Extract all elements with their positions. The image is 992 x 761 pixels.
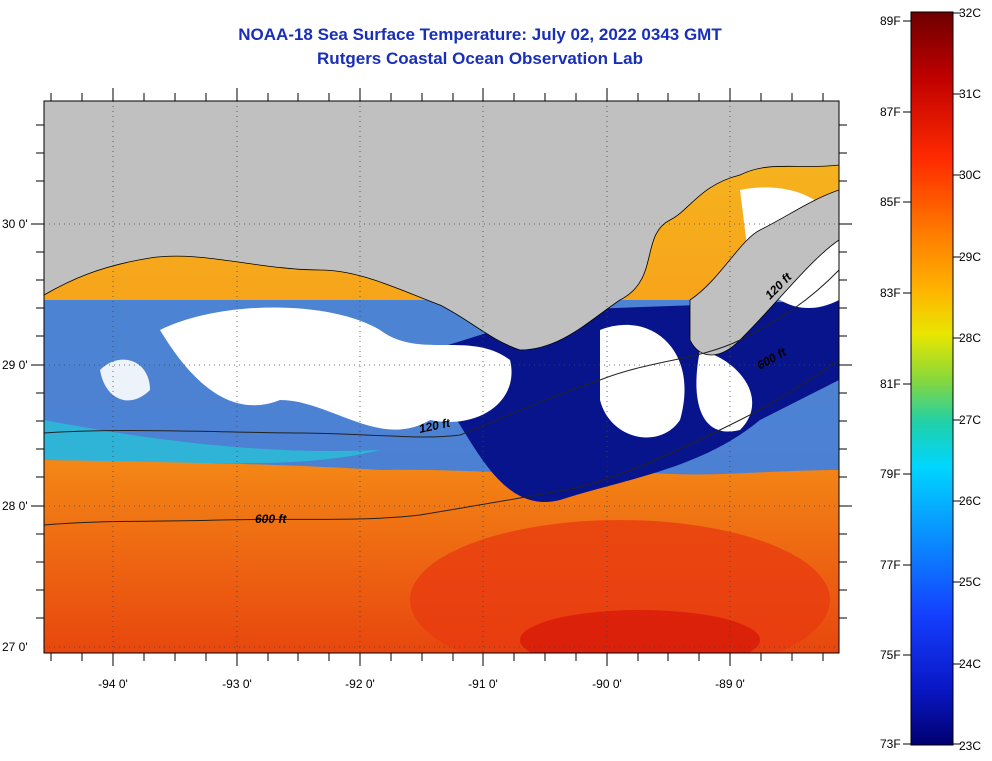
colorbar-c-label: 24C bbox=[959, 657, 981, 671]
colorbar-c-label: 31C bbox=[959, 87, 981, 101]
map-canvas bbox=[44, 101, 839, 653]
cloud-patch bbox=[600, 324, 685, 438]
cloud-patch bbox=[696, 350, 753, 432]
colorbar-c-label: 29C bbox=[959, 250, 981, 264]
colorbar-f-label: 85F bbox=[880, 195, 901, 209]
map-subtitle: Rutgers Coastal Ocean Observation Lab bbox=[317, 49, 643, 68]
lon-label: -90 0' bbox=[592, 677, 622, 691]
map-title: NOAA-18 Sea Surface Temperature: July 02… bbox=[238, 25, 722, 44]
delta-land bbox=[689, 189, 839, 356]
lat-label: 28 0' bbox=[2, 499, 28, 513]
sst-hot-core bbox=[410, 520, 830, 653]
cloud-patch bbox=[100, 359, 150, 401]
lat-label: 27 0' bbox=[2, 640, 28, 654]
colorbar-c-label: 25C bbox=[959, 575, 981, 589]
colorbar-c-label: 23C bbox=[959, 739, 981, 753]
lon-label: -93 0' bbox=[222, 677, 252, 691]
lat-label: 29 0' bbox=[2, 358, 28, 372]
colorbar-f-label: 75F bbox=[880, 648, 901, 662]
colorbar-f-label: 81F bbox=[880, 377, 901, 391]
colorbar-c-label: 28C bbox=[959, 331, 981, 345]
colorbar-c-label: 27C bbox=[959, 413, 981, 427]
map-frame bbox=[43, 100, 840, 654]
colorbar-f-label: 89F bbox=[880, 14, 901, 28]
lon-label: -92 0' bbox=[345, 677, 375, 691]
axis-ticks bbox=[31, 88, 852, 666]
land-mass bbox=[44, 101, 839, 351]
colorbar-c-label: 26C bbox=[959, 494, 981, 508]
contour-120ft bbox=[44, 269, 839, 438]
colorbar-f-label: 87F bbox=[880, 105, 901, 119]
colorbar-f-label: 77F bbox=[880, 558, 901, 572]
colorbar-f-label: 79F bbox=[880, 467, 901, 481]
sst-transition-band bbox=[44, 420, 380, 464]
lon-label: -91 0' bbox=[468, 677, 498, 691]
contour-label-120ft: 120 ft bbox=[418, 416, 453, 436]
lat-label: 30 0' bbox=[2, 217, 28, 231]
colorbar-ticks bbox=[903, 12, 961, 745]
lon-label: -89 0' bbox=[715, 677, 745, 691]
colorbar-c-label: 30C bbox=[959, 168, 981, 182]
lon-label: -94 0' bbox=[98, 677, 128, 691]
contour-600ft bbox=[44, 359, 839, 526]
graticule bbox=[44, 101, 839, 653]
sst-hot-core-edge bbox=[520, 610, 760, 653]
cloud-patch bbox=[160, 307, 512, 430]
colorbar bbox=[910, 11, 954, 746]
contour-label-600ft: 600 ft bbox=[255, 512, 287, 526]
colorbar-f-label: 73F bbox=[880, 737, 901, 751]
colorbar-c-label: 32C bbox=[959, 6, 981, 20]
colorbar-f-label: 83F bbox=[880, 286, 901, 300]
